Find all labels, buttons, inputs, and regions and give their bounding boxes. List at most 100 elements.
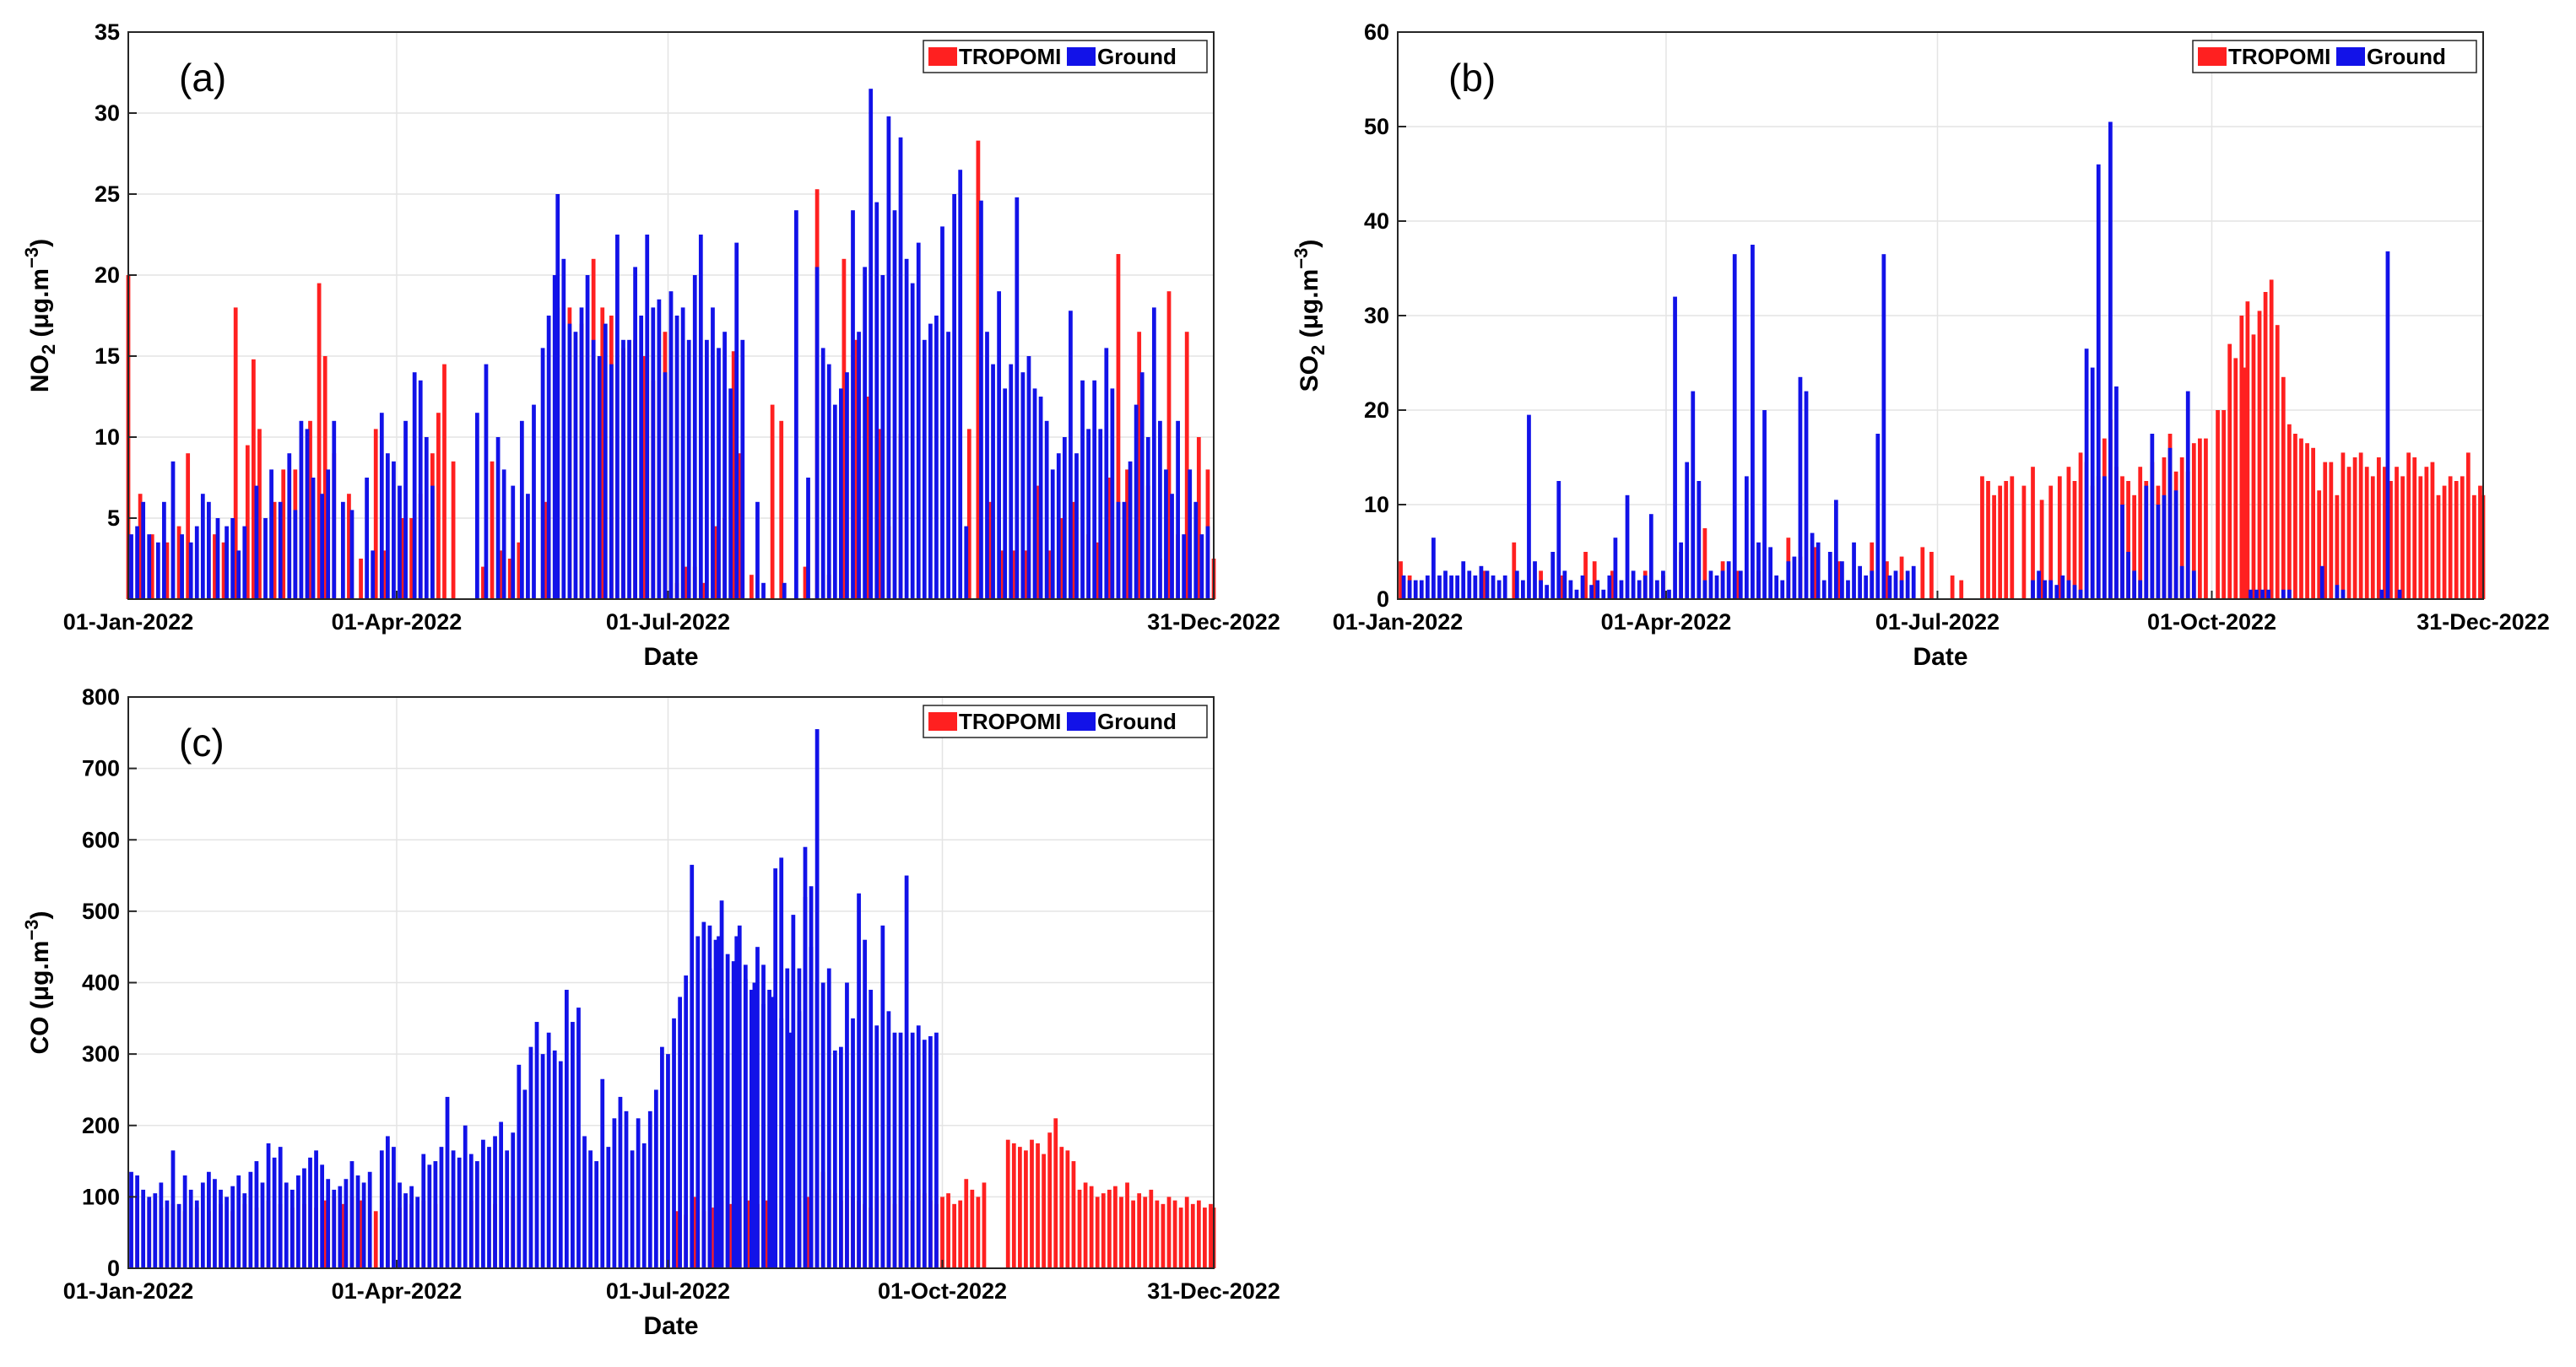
bar-tropomi [731,351,736,599]
legend: TROPOMI Ground [923,40,1208,73]
bar-tropomi [1059,1147,1064,1268]
bar-tropomi [958,1200,963,1268]
bar-tropomi [149,534,154,599]
bar-ground [624,1110,629,1268]
bar-tropomi [1735,570,1740,599]
bar-ground [1768,547,1772,599]
chart-panel-1: 0 10 20 30 40 50 60 01-Jan-2022 01-Apr-2022 01-Ju… [1291,19,2550,671]
bar-ground [651,307,656,599]
bar-tropomi [1512,542,1517,599]
bar-tropomi [1610,570,1615,599]
bar-ground [1556,481,1561,599]
bar-ground [880,275,885,599]
bar-tropomi [1059,518,1064,599]
bar-ground [308,1157,312,1268]
bar-ground [922,1040,927,1268]
bar-ground [839,1046,843,1268]
y-axis-label: CO (μg.m−3) [21,910,54,1054]
bar-ground [176,1203,181,1268]
bar-ground [1673,296,1677,599]
bar-ground [141,1189,146,1268]
bar-ground [773,868,778,1268]
bar-ground [392,461,396,599]
bar-ground [1170,494,1174,599]
bar-tropomi [1998,485,2003,599]
bar-tropomi [2383,467,2387,599]
bar-ground [857,893,861,1268]
bar-ground [1619,580,1624,599]
bar-ground [916,1025,921,1268]
bar-tropomi [2335,494,2340,599]
legend-swatch-tropomi [928,712,957,731]
bar-ground [290,1189,295,1268]
bar-tropomi [1837,561,1842,599]
bar-tropomi [737,453,742,599]
bar-tropomi [764,1200,769,1268]
bar-tropomi [2424,467,2429,599]
bar-ground [207,501,211,599]
bar-ground [1205,526,1210,599]
bar-ground [964,526,969,599]
bar-tropomi [2031,467,2035,599]
bar-tropomi [2179,457,2184,599]
bar-ground [910,1032,915,1268]
bar-ground [1821,580,1826,599]
bar-ground [717,348,721,599]
bar-ground [153,1193,158,1268]
bar-ground [1637,580,1642,599]
bar-ground [278,501,283,599]
bar-ground [857,332,861,599]
bar-ground [254,1161,259,1268]
bar-ground [371,550,376,599]
bar-ground [474,1161,479,1268]
bar-tropomi [2263,292,2268,599]
bar-tropomi [2021,485,2027,599]
bar-tropomi [713,526,718,599]
bar-tropomi [999,550,1004,599]
bar-tropomi [2472,494,2476,599]
bar-tropomi [2317,490,2322,599]
bar-tropomi [970,1189,975,1268]
bar-tropomi [436,413,441,599]
bar-ground [2266,589,2271,599]
bar-tropomi [2299,438,2303,599]
bar-ground [1044,420,1049,599]
bar-ground [129,1171,133,1268]
bar-ground [320,494,325,599]
bar-ground [2162,494,2167,599]
bar-ground [421,1154,426,1268]
bar-ground [814,729,820,1268]
legend-box [2192,40,2477,73]
bar-ground [2260,589,2265,599]
bar-ground [719,900,724,1268]
bar-ground [1625,494,1630,599]
bar-tropomi [964,1179,969,1268]
bar-ground [1780,580,1785,599]
bar-ground [1550,552,1556,599]
bar-ground [934,316,939,599]
bar-ground [734,242,739,599]
bar-ground [147,534,152,599]
bar-ground [684,975,689,1268]
bar-tropomi [2341,452,2346,599]
series-ground [129,729,939,1268]
bar-ground [922,339,927,599]
bar-ground [445,1096,450,1268]
bar-tropomi [2066,467,2071,599]
bar-ground [600,1078,605,1268]
bar-ground [1905,570,1910,599]
y-tick-label: 10 [95,424,120,450]
bar-ground [594,1161,599,1268]
bar-ground [1514,570,1519,599]
bar-ground [1762,410,1767,599]
bar-tropomi [1011,550,1016,599]
bar-ground [2108,122,2113,599]
bar-ground [832,404,837,599]
x-tick-label: 01-Jan-2022 [63,1278,194,1304]
bar-tropomi [1184,332,1189,599]
bar-tropomi [373,1211,378,1268]
bar-ground [573,332,578,599]
bar-ground [147,1197,152,1268]
bar-ground [820,982,825,1268]
bar-tropomi [317,283,322,599]
